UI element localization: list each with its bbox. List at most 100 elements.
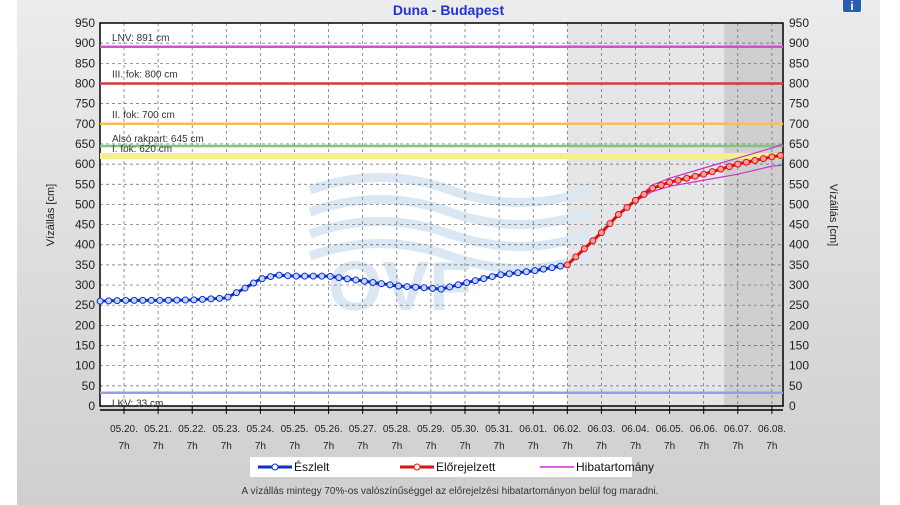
observed-point bbox=[343, 275, 351, 283]
observed-point bbox=[224, 293, 232, 301]
legend-label: Előrejelzett bbox=[436, 460, 496, 474]
watermark-wave bbox=[308, 173, 592, 207]
forecast-point bbox=[563, 261, 571, 269]
threshold-label: Alsó rakpart: 645 cm bbox=[112, 134, 204, 145]
x-tick-label: 06.01. bbox=[519, 424, 547, 435]
x-tick-sublabel: 7h bbox=[187, 441, 198, 452]
x-tick-label: 05.22. bbox=[178, 424, 206, 435]
observed-point bbox=[437, 285, 445, 293]
observed-point bbox=[429, 284, 437, 292]
watermark-wave bbox=[308, 195, 592, 229]
x-tick-sublabel: 7h bbox=[664, 441, 675, 452]
x-tick-label: 06.04. bbox=[622, 424, 650, 435]
y-tick-label-right: 450 bbox=[789, 218, 809, 232]
observed-point bbox=[173, 296, 181, 304]
y-tick-label-right: 650 bbox=[789, 137, 809, 151]
observed-point bbox=[412, 283, 420, 291]
x-tick-sublabel: 7h bbox=[596, 441, 607, 452]
x-tick-sublabel: 7h bbox=[562, 441, 573, 452]
forecast-point bbox=[657, 181, 665, 189]
x-tick-sublabel: 7h bbox=[255, 441, 266, 452]
forecast-point bbox=[700, 170, 708, 178]
forecast-point bbox=[640, 190, 648, 198]
forecast-point bbox=[759, 155, 767, 163]
threshold-label: LNV: 891 cm bbox=[112, 33, 169, 44]
observed-point bbox=[480, 275, 488, 283]
y-tick-label-right: 850 bbox=[789, 56, 809, 70]
x-tick-label: 05.28. bbox=[383, 424, 411, 435]
observed-point bbox=[488, 273, 496, 281]
observed-point bbox=[96, 297, 104, 305]
x-tick-sublabel: 7h bbox=[221, 441, 232, 452]
y-tick-label-right: 150 bbox=[789, 339, 809, 353]
observed-point bbox=[497, 271, 505, 279]
forecast-point bbox=[597, 229, 605, 237]
x-tick-sublabel: 7h bbox=[323, 441, 334, 452]
y-tick-label-right: 700 bbox=[789, 117, 809, 131]
forecast-point bbox=[742, 158, 750, 166]
y-tick-label: 250 bbox=[75, 298, 95, 312]
observed-point bbox=[463, 279, 471, 287]
legend-label: Észlelt bbox=[294, 459, 330, 474]
x-tick-label: 05.29. bbox=[417, 424, 445, 435]
y-tick-label: 350 bbox=[75, 258, 95, 272]
y-tick-label-right: 100 bbox=[789, 359, 809, 373]
observed-point bbox=[539, 265, 547, 273]
y-tick-label: 900 bbox=[75, 36, 95, 50]
x-tick-label: 06.07. bbox=[724, 424, 752, 435]
observed-point bbox=[122, 296, 130, 304]
x-tick-label: 06.03. bbox=[587, 424, 615, 435]
observed-point bbox=[403, 283, 411, 291]
x-tick-sublabel: 7h bbox=[118, 441, 129, 452]
observed-point bbox=[386, 281, 394, 289]
legend-box bbox=[250, 457, 632, 477]
x-tick-sublabel: 7h bbox=[698, 441, 709, 452]
y-tick-label: 800 bbox=[75, 76, 95, 90]
y-tick-label: 300 bbox=[75, 278, 95, 292]
observed-point bbox=[301, 272, 309, 280]
observed-point bbox=[318, 272, 326, 280]
y-tick-label-right: 200 bbox=[789, 318, 809, 332]
forecast-point bbox=[717, 165, 725, 173]
info-icon[interactable]: i bbox=[843, 0, 861, 12]
chart-note: A vízállás mintegy 70%-os valószínűségge… bbox=[241, 486, 659, 497]
x-tick-sublabel: 7h bbox=[494, 441, 505, 452]
chart-title: Duna - Budapest bbox=[392, 2, 505, 18]
y-tick-label-right: 950 bbox=[789, 16, 809, 30]
observed-point bbox=[267, 273, 275, 281]
observed-point bbox=[258, 275, 266, 283]
observed-point bbox=[335, 274, 343, 282]
x-tick-label: 05.20. bbox=[110, 424, 138, 435]
plot-border bbox=[99, 22, 784, 407]
forecast-point bbox=[649, 184, 657, 192]
y-tick-label: 550 bbox=[75, 177, 95, 191]
forecast-point bbox=[666, 178, 674, 186]
threshold-label: II. fok: 700 cm bbox=[112, 110, 175, 121]
y-tick-label-right: 50 bbox=[789, 379, 803, 393]
observed-point bbox=[215, 294, 223, 302]
y-tick-label-right: 600 bbox=[789, 157, 809, 171]
forecast-point bbox=[776, 152, 784, 160]
y-tick-label-right: 800 bbox=[789, 76, 809, 90]
x-tick-sublabel: 7h bbox=[153, 441, 164, 452]
forecast-far-region bbox=[724, 23, 783, 406]
observed-point bbox=[548, 264, 556, 272]
observed-point bbox=[233, 289, 241, 297]
threshold-label: III. fok: 800 cm bbox=[112, 69, 178, 80]
forecast-point bbox=[572, 253, 580, 261]
forecast-point bbox=[708, 168, 716, 176]
y-tick-label: 950 bbox=[75, 16, 95, 30]
x-tick-sublabel: 7h bbox=[459, 441, 470, 452]
x-tick-sublabel: 7h bbox=[391, 441, 402, 452]
y-tick-label: 600 bbox=[75, 157, 95, 171]
observed-point bbox=[139, 296, 147, 304]
legend-marker bbox=[413, 463, 421, 471]
y-tick-label: 0 bbox=[88, 399, 95, 413]
y-tick-label-right: 900 bbox=[789, 36, 809, 50]
x-tick-label: 06.08. bbox=[758, 424, 786, 435]
observed-point bbox=[326, 272, 334, 280]
x-tick-label: 05.25. bbox=[281, 424, 309, 435]
observed-point bbox=[531, 267, 539, 275]
y-tick-label: 400 bbox=[75, 238, 95, 252]
forecast-point bbox=[751, 156, 759, 164]
